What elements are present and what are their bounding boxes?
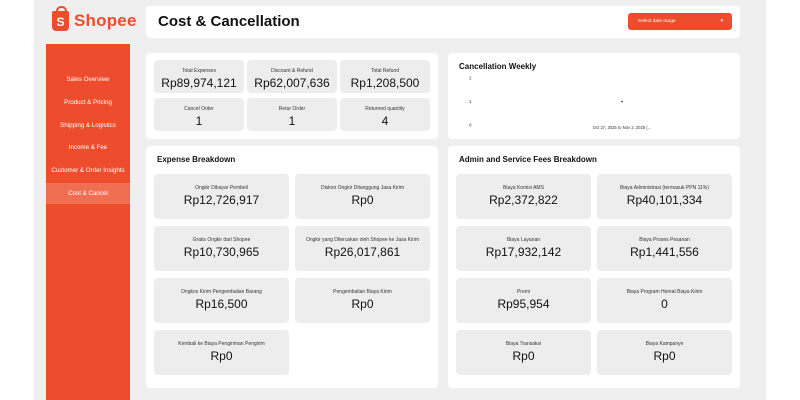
card-label: Gratis Ongkir dari Shopee bbox=[192, 237, 251, 243]
expense-card: Diskon Ongkir Ditanggung Jasa Kirim Rp0 bbox=[295, 174, 430, 219]
y-tick-label-2: 2 bbox=[469, 76, 472, 81]
fee-card: Biaya Layanan Rp17,932,142 bbox=[456, 226, 591, 271]
card-label: Biaya Proses Pesanan bbox=[639, 237, 690, 243]
card-value: 0 bbox=[661, 297, 668, 311]
discount-refund-card: Discount & Refund Rp62,007,636 bbox=[247, 60, 337, 93]
expense-card: Kembali ke Biaya Pengiriman Pengirim Rp0 bbox=[154, 330, 289, 375]
sidebar-item-shipping-logistics[interactable]: Shipping & Logistics bbox=[60, 122, 116, 129]
card-value: Rp89,974,121 bbox=[161, 76, 237, 90]
fee-card: Premi Rp95,954 bbox=[456, 278, 591, 323]
fee-card: Biaya Komisi AMS Rp2,372,822 bbox=[456, 174, 591, 219]
card-value: Rp0 bbox=[210, 349, 233, 363]
card-value: Rp16,500 bbox=[195, 297, 248, 311]
data-point-0[interactable] bbox=[621, 100, 623, 103]
card-label: Biaya Transaksi bbox=[505, 341, 542, 347]
sidebar bbox=[46, 44, 130, 400]
card-value: Rp12,726,917 bbox=[183, 193, 260, 207]
expense-card: Ongkir yang Diteruskan oleh Shopee ke Ja… bbox=[295, 226, 430, 271]
shopee-logo[interactable]: S Shopee bbox=[52, 6, 142, 36]
sidebar-item-cost-cancel[interactable]: Cost & Cancel bbox=[46, 183, 130, 204]
card-value: Rp0 bbox=[351, 193, 374, 207]
chevron-down-icon: ▾ bbox=[720, 18, 723, 24]
card-label: Premi bbox=[516, 289, 531, 295]
card-value: Rp10,730,965 bbox=[183, 245, 260, 259]
total-refund-card: Total Refund Rp1,208,500 bbox=[340, 60, 430, 93]
card-value: Rp0 bbox=[653, 349, 676, 363]
page-header: Cost & Cancellation Select date range ▾ bbox=[146, 6, 740, 38]
card-label: Biaya Kampanye bbox=[645, 341, 684, 347]
card-value: Rp0 bbox=[351, 297, 374, 311]
date-range-label: Select date range bbox=[638, 19, 676, 24]
total-expenses-card: Total Expenses Rp89,974,121 bbox=[154, 60, 244, 93]
card-label: Retur Order bbox=[278, 106, 306, 112]
card-label: Ongkir Dibayar Pembeli bbox=[195, 185, 248, 191]
shopping-bag-icon: S bbox=[52, 6, 69, 31]
cancellation-weekly-panel: Cancellation Weekly 0 1 2 Oct 27, 2025 to N… bbox=[448, 53, 740, 139]
sidebar-item-sales-overview[interactable]: Sales Overview bbox=[66, 76, 110, 83]
fee-card: Biaya Program Hemat Biaya Kirim 0 bbox=[597, 278, 732, 323]
card-label: Biaya Layanan bbox=[506, 237, 541, 243]
card-label: Biaya Administrasi (termasuk PPN 11%) bbox=[620, 185, 709, 191]
expense-card: Pengembalian Biaya Kirim Rp0 bbox=[295, 278, 430, 323]
brand-name: Shopee bbox=[74, 11, 137, 30]
cancellation-weekly-chart: 0 1 2 Oct 27, 2025 to Nov 2, 2025 (... bbox=[469, 76, 651, 131]
fee-card: Biaya Proses Pesanan Rp1,441,556 bbox=[597, 226, 732, 271]
card-label: Ongkir yang Diteruskan oleh Shopee ke Ja… bbox=[305, 237, 420, 243]
panel-title: Admin and Service Fees Breakdown bbox=[459, 155, 597, 164]
summary-panel: Total Expenses Rp89,974,121 Discount & R… bbox=[146, 53, 438, 139]
chart-title: Cancellation Weekly bbox=[459, 62, 537, 71]
card-value: Rp26,017,861 bbox=[324, 245, 401, 259]
expense-card: Ongkos Kirim Pengembalian Barang Rp16,50… bbox=[154, 278, 289, 323]
card-label: Discount & Refund bbox=[271, 68, 313, 74]
card-value: Rp62,007,636 bbox=[254, 76, 330, 90]
expense-card: Ongkir Dibayar Pembeli Rp12,726,917 bbox=[154, 174, 289, 219]
fee-card: Biaya Transaksi Rp0 bbox=[456, 330, 591, 375]
card-value: 1 bbox=[288, 114, 296, 128]
retur-order-card: Retur Order 1 bbox=[247, 98, 337, 131]
card-value: Rp40,101,334 bbox=[626, 193, 703, 207]
y-tick-label-1: 1 bbox=[469, 99, 472, 104]
card-label: Ongkos Kirim Pengembalian Barang bbox=[181, 289, 262, 295]
fee-card: Biaya Kampanye Rp0 bbox=[597, 330, 732, 375]
card-label: Pengembalian Biaya Kirim bbox=[333, 289, 392, 295]
date-range-select[interactable]: Select date range ▾ bbox=[628, 13, 732, 30]
y-tick-label-0: 0 bbox=[469, 123, 472, 128]
card-label: Total Refund bbox=[370, 68, 400, 74]
panel-title: Expense Breakdown bbox=[157, 155, 236, 164]
sidebar-item-income-fee[interactable]: Income & Fee bbox=[68, 144, 108, 151]
sidebar-item-customer-order-insights[interactable]: Customer & Order Insights bbox=[51, 167, 125, 174]
card-value: 1 bbox=[195, 114, 203, 128]
card-value: Rp95,954 bbox=[497, 297, 550, 311]
expense-card: Gratis Ongkir dari Shopee Rp10,730,965 bbox=[154, 226, 289, 271]
card-value: Rp17,932,142 bbox=[485, 245, 562, 259]
card-label: Returned quantity bbox=[365, 106, 405, 112]
x-tick-label-0: Oct 27, 2025 to Nov 2, 2025 (... bbox=[593, 125, 651, 130]
expense-breakdown-panel: Expense Breakdown Ongkir Dibayar Pembeli… bbox=[146, 146, 438, 388]
sidebar-item-product-pricing[interactable]: Product & Pricing bbox=[64, 99, 112, 106]
card-label: Biaya Program Hemat Biaya Kirim bbox=[626, 289, 703, 295]
card-value: Rp0 bbox=[512, 349, 535, 363]
card-label: Kembali ke Biaya Pengiriman Pengirim bbox=[178, 341, 265, 347]
cancel-order-card: Cancel Order 1 bbox=[154, 98, 244, 131]
card-label: Diskon Ongkir Ditanggung Jasa Kirim bbox=[320, 185, 405, 191]
card-value: Rp1,208,500 bbox=[350, 76, 420, 90]
card-value: 4 bbox=[381, 114, 389, 128]
card-label: Cancel Order bbox=[184, 106, 214, 112]
card-value: Rp2,372,822 bbox=[489, 193, 558, 207]
card-value: Rp1,441,556 bbox=[630, 245, 699, 259]
card-label: Total Expenses bbox=[182, 68, 216, 74]
card-label: Biaya Komisi AMS bbox=[503, 185, 544, 191]
fee-card: Biaya Administrasi (termasuk PPN 11%) Rp… bbox=[597, 174, 732, 219]
admin-fees-panel: Admin and Service Fees Breakdown Biaya K… bbox=[448, 146, 740, 388]
page-title: Cost & Cancellation bbox=[158, 13, 300, 30]
returned-quantity-card: Returned quantity 4 bbox=[340, 98, 430, 131]
